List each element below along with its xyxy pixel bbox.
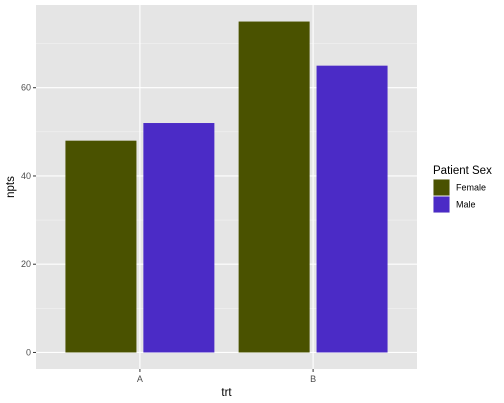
- x-tick-label: A: [137, 374, 143, 384]
- legend: Patient Sex Female Male: [433, 165, 492, 213]
- y-tick-label: 0: [26, 347, 31, 357]
- legend-key-male: [433, 196, 450, 213]
- x-axis-title: trt: [221, 387, 232, 399]
- bar-female-a: [65, 140, 137, 353]
- bar-female-b: [238, 21, 310, 353]
- bar-male-a: [143, 123, 215, 353]
- y-axis-ticks: 0 20 40 60: [21, 83, 36, 357]
- legend-title: Patient Sex: [433, 165, 492, 177]
- legend-label-female: Female: [456, 183, 486, 193]
- x-tick-label: B: [310, 374, 316, 384]
- y-axis-title: npts: [5, 176, 17, 198]
- legend-label-male: Male: [456, 200, 476, 210]
- y-tick-label: 40: [21, 171, 31, 181]
- bar-male-b: [316, 65, 388, 353]
- legend-key-female: [433, 179, 450, 196]
- y-tick-label: 60: [21, 83, 31, 93]
- y-tick-label: 20: [21, 259, 31, 269]
- bars: [65, 21, 388, 353]
